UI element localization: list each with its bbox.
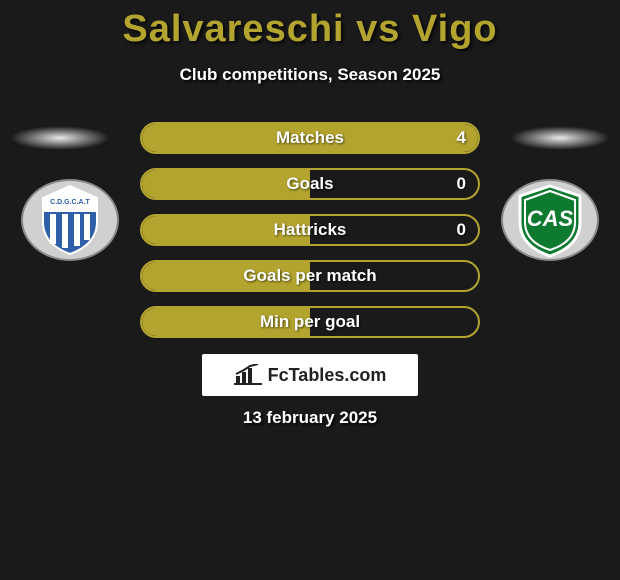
stat-row: Min per goal (140, 306, 480, 338)
crest-left: C.D.G.C.A.T (20, 178, 120, 262)
stat-row: Hattricks 0 (140, 214, 480, 246)
sarmiento-badge-icon: CAS (500, 178, 600, 262)
stat-fill (142, 170, 310, 198)
stat-label: Hattricks (274, 220, 347, 240)
crest-right: CAS (500, 178, 600, 262)
chart-icon (234, 364, 262, 386)
stat-label: Min per goal (260, 312, 360, 332)
stat-row: Matches 4 (140, 122, 480, 154)
date-label: 13 february 2025 (0, 408, 620, 428)
stat-value-right: 4 (457, 128, 466, 148)
brand-text: FcTables.com (268, 365, 387, 386)
shadow-left (10, 126, 110, 150)
stat-value-right: 0 (457, 220, 466, 240)
stat-row: Goals 0 (140, 168, 480, 200)
stats-container: Matches 4 Goals 0 Hattricks 0 Goals per match M… (140, 122, 480, 352)
godoy-cruz-badge-icon: C.D.G.C.A.T (20, 178, 120, 262)
svg-text:C.D.G.C.A.T: C.D.G.C.A.T (50, 199, 90, 206)
stat-label: Matches (276, 128, 344, 148)
stat-label: Goals (286, 174, 333, 194)
svg-text:CAS: CAS (527, 206, 574, 231)
page-subtitle: Club competitions, Season 2025 (0, 65, 620, 85)
stat-label: Goals per match (243, 266, 376, 286)
stat-value-right: 0 (457, 174, 466, 194)
page-title: Salvareschi vs Vigo (0, 0, 620, 51)
shadow-right (510, 126, 610, 150)
stat-row: Goals per match (140, 260, 480, 292)
brand-box[interactable]: FcTables.com (202, 354, 418, 396)
